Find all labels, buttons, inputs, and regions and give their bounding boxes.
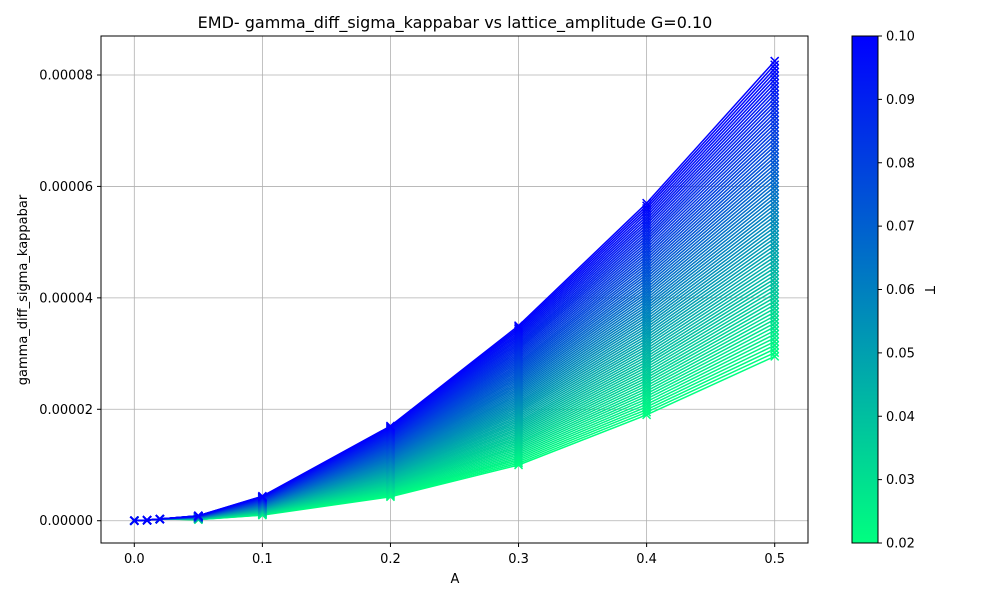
data-point-marker [770, 71, 780, 81]
data-point-marker [770, 163, 780, 173]
data-point-marker [770, 174, 780, 184]
data-point-marker [770, 152, 780, 162]
data-point-marker [770, 122, 780, 133]
colorbar-tick-label: 0.04 [886, 410, 915, 425]
data-point-marker [770, 189, 780, 199]
data-point-marker [770, 108, 780, 118]
data-point-marker [770, 230, 780, 240]
y-tick-label: 0.00004 [39, 291, 93, 306]
data-point-marker [770, 185, 780, 195]
data-point-marker [770, 211, 780, 221]
colorbar-tick-label: 0.09 [886, 93, 915, 108]
colorbar-tick-label: 0.05 [886, 346, 915, 361]
data-point-marker [770, 196, 780, 206]
data-point-marker [770, 222, 780, 232]
data-point-marker [770, 207, 780, 217]
data-point-marker [770, 74, 780, 85]
data-point-marker [770, 137, 780, 147]
data-point-marker [770, 63, 780, 73]
data-point-marker [770, 78, 780, 88]
data-point-marker [770, 148, 780, 158]
data-point-marker [514, 321, 524, 331]
data-point-marker [770, 141, 780, 151]
x-tick-label: 0.0 [124, 552, 145, 567]
data-point-marker [770, 119, 780, 129]
data-point-marker [514, 322, 524, 332]
y-axis-label: gamma_diff_sigma_kappabar [16, 194, 31, 385]
data-point-marker [770, 93, 780, 103]
colorbar-tick-label: 0.06 [886, 283, 915, 298]
y-tick-label: 0.00000 [39, 514, 93, 529]
data-point-marker [770, 126, 780, 136]
y-tick-label: 0.00002 [39, 403, 93, 418]
data-point-marker [770, 178, 780, 188]
colorbar-tick-label: 0.03 [886, 473, 915, 488]
x-tick-label: 0.4 [636, 552, 657, 567]
data-point-marker [770, 200, 780, 210]
x-tick-label: 0.5 [764, 552, 785, 567]
x-tick-label: 0.3 [508, 552, 529, 567]
data-point-marker [770, 134, 780, 144]
data-point-marker [770, 193, 780, 203]
y-axis-ticks: 0.00000 0.00002 0.00004 0.00006 0.00008 [39, 69, 101, 529]
x-axis-ticks: 0.0 0.1 0.2 0.3 0.4 0.5 [124, 543, 785, 567]
data-point-marker [385, 421, 395, 431]
data-point-marker [770, 60, 780, 70]
data-point-marker [770, 156, 780, 166]
colorbar-label: T [921, 285, 936, 294]
data-point-marker [770, 100, 780, 110]
data-point-marker [770, 89, 780, 99]
data-point-marker [770, 67, 780, 77]
data-point-marker [770, 86, 780, 96]
data-point-marker [257, 491, 267, 501]
x-axis-label: A [451, 572, 460, 587]
x-tick-label: 0.1 [252, 552, 273, 567]
data-point-marker [142, 515, 152, 525]
data-point-marker [770, 204, 780, 214]
colorbar [851, 35, 879, 544]
data-point-marker [770, 145, 780, 155]
data-point-marker [770, 97, 780, 107]
chart-title: EMD- gamma_diff_sigma_kappabar vs lattic… [198, 13, 713, 33]
data-point-marker [770, 167, 780, 177]
data-point-marker [770, 218, 780, 229]
plot-area-frame [100, 35, 809, 544]
colorbar-tick-label: 0.08 [886, 156, 915, 171]
colorbar-tick-label: 0.07 [886, 220, 915, 235]
data-point-marker [770, 104, 780, 114]
x-tick-label: 0.2 [380, 552, 401, 567]
data-point-marker [770, 226, 780, 236]
series-lines [129, 56, 780, 526]
data-point-marker [770, 215, 780, 225]
series [129, 56, 780, 526]
y-tick-label: 0.00006 [39, 180, 93, 195]
colorbar-tick-label: 0.10 [886, 30, 915, 45]
colorbar-ticks: 0.02 0.03 0.04 0.05 0.06 0.07 0.08 0.09 0.10 [878, 30, 915, 552]
data-point-marker [642, 201, 652, 211]
data-point-marker [770, 56, 780, 66]
data-point-marker [770, 111, 780, 121]
data-point-marker [770, 130, 780, 140]
data-point-marker [642, 198, 652, 208]
data-point-marker [770, 170, 780, 181]
data-point-marker [155, 514, 165, 524]
data-point-marker [514, 324, 524, 334]
y-tick-label: 0.00008 [39, 69, 93, 84]
data-point-marker [770, 82, 780, 92]
data-point-marker [129, 516, 139, 526]
data-point-marker [770, 115, 780, 125]
data-point-marker [770, 182, 780, 192]
data-point-marker [770, 159, 780, 169]
colorbar-tick-label: 0.02 [886, 537, 915, 552]
data-point-marker [193, 511, 203, 521]
